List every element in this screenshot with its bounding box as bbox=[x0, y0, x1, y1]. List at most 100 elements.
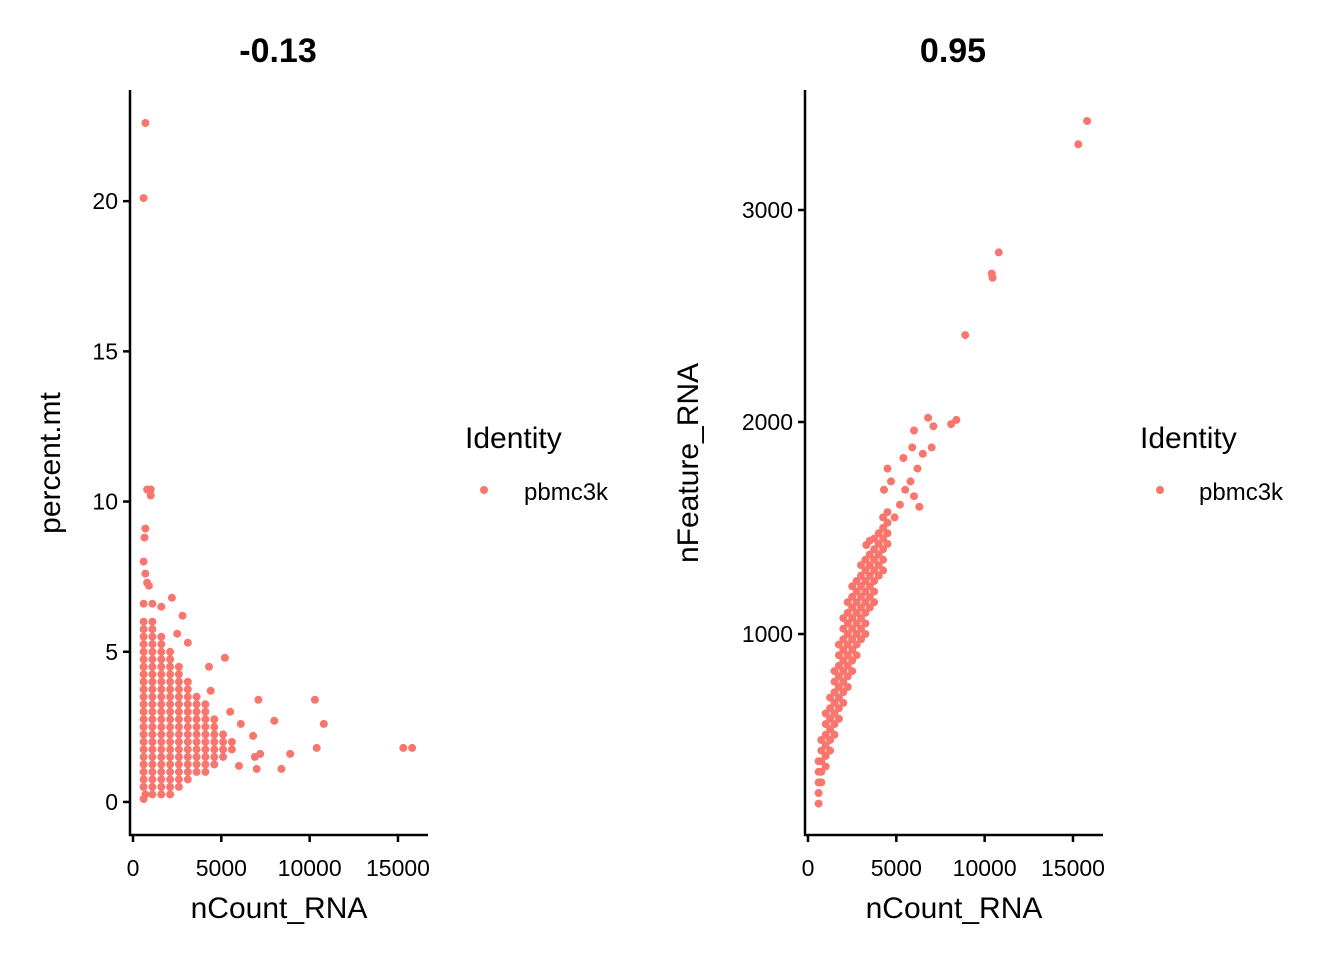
data-point bbox=[814, 799, 823, 808]
data-point bbox=[141, 790, 150, 799]
data-point bbox=[848, 667, 857, 676]
data-point bbox=[848, 656, 857, 665]
y-tick-label: 2000 bbox=[742, 409, 793, 435]
data-point bbox=[883, 539, 892, 548]
panel-1-title: -0.13 bbox=[239, 32, 317, 70]
data-point bbox=[174, 737, 183, 746]
data-point bbox=[139, 599, 148, 608]
data-point bbox=[166, 752, 175, 761]
data-point bbox=[139, 632, 148, 641]
data-point bbox=[140, 533, 149, 542]
x-tick-label: 10000 bbox=[278, 855, 342, 881]
data-point bbox=[857, 603, 865, 612]
data-point bbox=[865, 592, 874, 601]
data-point bbox=[174, 752, 183, 761]
data-point bbox=[310, 695, 319, 704]
data-point bbox=[861, 608, 870, 617]
data-point bbox=[141, 569, 150, 578]
data-point bbox=[826, 725, 835, 734]
panel-1-legend-label: pbmc3k bbox=[524, 479, 609, 506]
data-point bbox=[870, 555, 879, 564]
data-point bbox=[166, 790, 175, 799]
data-point bbox=[924, 413, 933, 422]
data-point bbox=[839, 614, 848, 623]
data-point bbox=[139, 617, 148, 626]
data-point bbox=[166, 700, 175, 709]
data-point bbox=[210, 745, 219, 754]
panel-2-ylabel: nFeature_RNA bbox=[672, 363, 705, 563]
data-point bbox=[157, 745, 166, 754]
data-point bbox=[192, 730, 201, 739]
data-point bbox=[843, 661, 852, 670]
data-point bbox=[852, 630, 861, 638]
y-tick-label: 15 bbox=[92, 338, 118, 364]
panel-1-xlabel: nCount_RNA bbox=[191, 892, 368, 925]
data-point bbox=[183, 715, 192, 724]
data-point bbox=[148, 782, 157, 791]
data-point bbox=[870, 545, 879, 554]
data-point bbox=[183, 638, 192, 647]
data-point bbox=[139, 700, 148, 709]
data-point bbox=[157, 782, 166, 791]
data-point bbox=[843, 630, 852, 638]
data-point bbox=[192, 692, 201, 701]
data-point bbox=[139, 745, 148, 754]
data-point bbox=[895, 500, 904, 509]
data-point bbox=[141, 119, 150, 127]
data-point bbox=[139, 670, 148, 679]
data-point bbox=[879, 555, 888, 564]
data-point bbox=[205, 662, 213, 671]
data-point bbox=[899, 454, 908, 462]
data-point bbox=[192, 752, 201, 761]
data-point bbox=[166, 767, 175, 776]
data-point bbox=[887, 477, 895, 486]
data-point bbox=[857, 624, 865, 633]
data-point bbox=[817, 757, 826, 766]
data-point bbox=[883, 508, 892, 517]
data-point bbox=[167, 593, 176, 602]
data-point bbox=[174, 692, 183, 701]
y-tick-label: 3000 bbox=[742, 197, 793, 223]
data-point bbox=[148, 677, 157, 686]
data-point bbox=[929, 422, 938, 431]
data-point bbox=[183, 730, 192, 739]
data-point bbox=[183, 745, 192, 754]
data-point bbox=[839, 656, 848, 665]
data-point bbox=[148, 625, 157, 634]
data-point bbox=[883, 529, 892, 538]
data-point bbox=[139, 707, 148, 716]
data-point bbox=[857, 582, 865, 591]
legend-key-dot bbox=[480, 486, 488, 494]
data-point bbox=[839, 688, 848, 697]
data-point bbox=[157, 715, 166, 724]
data-point bbox=[821, 751, 830, 760]
data-point bbox=[148, 617, 157, 626]
data-point bbox=[857, 592, 865, 601]
data-point bbox=[183, 737, 192, 746]
data-point bbox=[817, 767, 826, 776]
data-point bbox=[174, 700, 183, 709]
data-point bbox=[817, 746, 826, 755]
data-point bbox=[915, 502, 924, 511]
data-point bbox=[148, 722, 157, 731]
x-tick-label: 0 bbox=[127, 855, 140, 881]
data-point bbox=[219, 745, 228, 754]
data-point bbox=[139, 782, 148, 791]
data-point bbox=[210, 737, 219, 746]
data-point bbox=[166, 647, 175, 656]
data-point bbox=[227, 737, 236, 746]
data-point bbox=[166, 737, 175, 746]
data-point bbox=[166, 662, 175, 671]
data-point bbox=[852, 619, 861, 628]
data-point bbox=[183, 775, 192, 784]
data-point bbox=[861, 587, 870, 596]
data-point bbox=[148, 767, 157, 776]
data-point bbox=[843, 640, 852, 649]
data-point bbox=[839, 667, 848, 676]
x-tick-label: 15000 bbox=[366, 855, 430, 881]
data-point bbox=[210, 722, 219, 731]
data-point bbox=[139, 655, 148, 664]
data-point bbox=[148, 775, 157, 784]
data-point bbox=[201, 737, 210, 746]
data-point bbox=[236, 719, 245, 728]
